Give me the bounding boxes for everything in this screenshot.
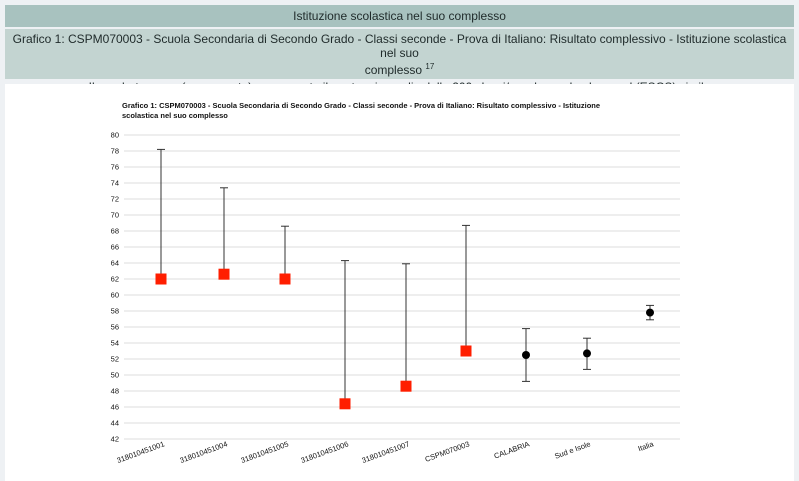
data-marker-square [400,380,412,392]
data-marker-square [279,273,291,285]
y-tick-label: 80 [111,131,119,140]
y-tick-label: 74 [111,179,119,188]
y-tick-label: 70 [111,211,119,220]
y-tick-label: 56 [111,323,119,332]
data-marker-square [460,345,472,357]
x-tick-label: CSPM070003 [424,439,471,463]
y-tick-label: 58 [111,307,119,316]
y-tick-label: 48 [111,387,119,396]
chart-title-line-2: scolastica nel suo complesso [122,111,228,120]
info-line-1: Grafico 1: CSPM070003 - Scuola Secondari… [12,32,787,60]
y-tick-label: 64 [111,259,119,268]
x-tick-label: 318010451001 [116,439,166,465]
data-marker-square [218,268,230,280]
y-tick-label: 78 [111,147,119,156]
x-tick-label: 318010451005 [240,439,290,465]
chart-title-line-1: Grafico 1: CSPM070003 - Scuola Secondari… [122,101,600,110]
info-line-2: complesso [364,63,423,77]
info-line-2-wrap: complesso 17 [5,60,794,77]
y-tick-label: 68 [111,227,119,236]
y-tick-label: 62 [111,275,119,284]
y-tick-label: 42 [111,435,119,444]
x-tick-label: CALABRIA [493,439,531,460]
data-markers [155,268,654,410]
data-marker-square [339,398,351,410]
chart-panel: Grafico 1: CSPM070003 - Scuola Secondari… [5,84,794,481]
y-tick-label: 44 [111,419,119,428]
y-tick-label: 50 [111,371,119,380]
x-tick-label: 318010451006 [300,439,350,465]
error-bars [157,148,654,404]
data-marker-square [155,273,167,285]
x-tick-label: Italia [637,439,656,453]
x-tick-label: 318010451007 [361,439,411,465]
data-marker-circle [583,349,591,358]
y-tick-label: 52 [111,355,119,364]
data-marker-circle [646,308,654,317]
y-tick-label: 46 [111,403,119,412]
x-tick-label: Sud e Isole [553,439,591,460]
footnote-ref[interactable]: 17 [425,62,435,71]
y-tick-label: 54 [111,339,119,348]
y-tick-label: 66 [111,243,119,252]
chart-svg: Grafico 1: CSPM070003 - Scuola Secondari… [111,101,680,465]
section-title: Istituzione scolastica nel suo complesso [293,9,506,23]
data-marker-circle [522,351,530,359]
y-tick-label: 72 [111,195,119,204]
grid [124,134,680,440]
x-axis-ticks: 318010451001 318010451004 318010451005 3180… [116,439,656,465]
x-tick-label: 318010451004 [179,439,229,465]
y-axis-ticks: 42 44 46 48 50 52 54 56 58 60 62 64 66 68 70 72 74 76 78 80 [111,131,119,444]
section-title-bar: Istituzione scolastica nel suo complesso [5,5,794,27]
chart-info-box: Grafico 1: CSPM070003 - Scuola Secondari… [5,29,794,94]
y-tick-label: 76 [111,163,119,172]
y-tick-label: 60 [111,291,119,300]
